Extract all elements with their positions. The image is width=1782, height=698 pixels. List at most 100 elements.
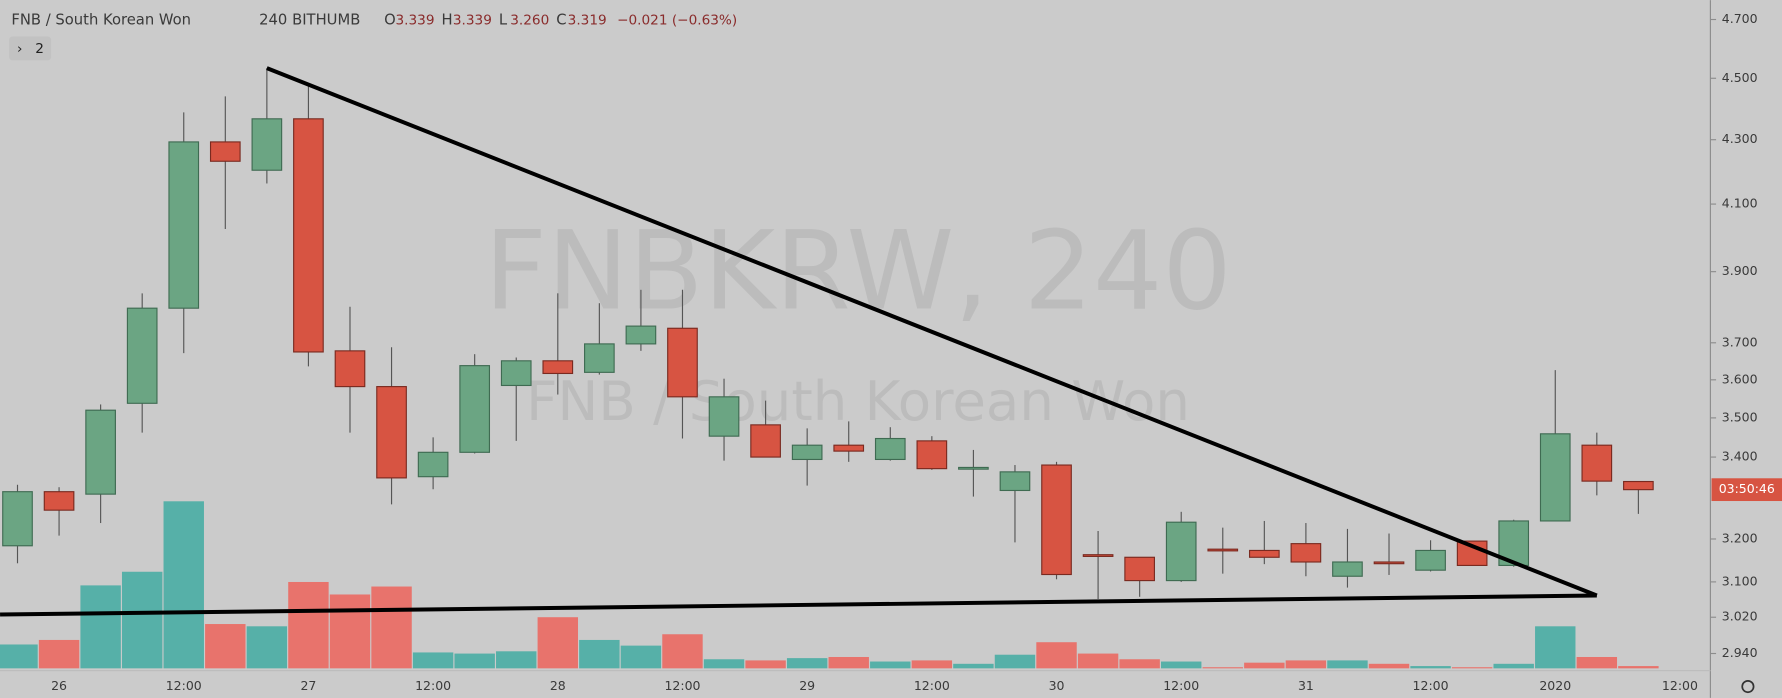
ohlc-value: 3.319 xyxy=(568,13,607,29)
settings-icon[interactable] xyxy=(1741,679,1755,694)
volume-bar xyxy=(828,656,869,669)
x-tick-label: 12:00 xyxy=(1662,678,1698,693)
ohlc-value: 3.339 xyxy=(395,13,434,29)
candles xyxy=(2,68,1654,600)
x-tick-label: 26 xyxy=(51,678,67,693)
change: −0.021 (−0.63%) xyxy=(617,13,737,29)
volume-bar xyxy=(745,660,786,669)
volume-bar xyxy=(371,586,412,669)
x-tick-label: 28 xyxy=(550,678,566,693)
volume-bar xyxy=(1202,667,1243,669)
volume-bar xyxy=(163,501,204,669)
candle-body xyxy=(251,118,283,171)
volume-bar xyxy=(0,644,38,669)
candle-body xyxy=(667,327,698,398)
y-tick-label: 4.300 xyxy=(1722,131,1758,146)
candle-body xyxy=(1041,464,1072,576)
candle-body xyxy=(874,437,906,461)
volume-bar xyxy=(537,617,579,669)
ohlc-label: O xyxy=(384,12,396,29)
candle-body xyxy=(584,343,615,373)
candle-body xyxy=(1332,561,1363,577)
volume-bar xyxy=(1327,660,1368,669)
candle-body xyxy=(916,440,948,470)
x-tick-label: 31 xyxy=(1298,678,1314,693)
ohlc-label: H xyxy=(442,12,453,29)
volume-bar xyxy=(620,645,662,669)
volume-bar xyxy=(994,654,1036,669)
candle-body xyxy=(542,360,574,375)
y-tick-label: 4.500 xyxy=(1722,70,1758,85)
candle-body xyxy=(833,444,865,452)
candle-body xyxy=(708,396,740,437)
x-tick-label: 12:00 xyxy=(1163,678,1199,693)
y-tick-label: 3.100 xyxy=(1722,573,1758,588)
gear xyxy=(1741,679,1755,694)
candle-body xyxy=(1581,444,1613,482)
volume-bar xyxy=(288,581,329,669)
x-tick-label: 27 xyxy=(300,678,316,693)
trendline xyxy=(0,593,1597,617)
volume-bar xyxy=(454,653,495,669)
candle-body xyxy=(958,466,989,470)
volume-bar xyxy=(911,660,953,669)
candle-body xyxy=(1623,480,1654,491)
y-tick-label: 3.600 xyxy=(1722,371,1758,386)
indicators-count: 2 xyxy=(35,41,44,57)
candle-body xyxy=(209,141,241,162)
volume-bar xyxy=(1160,661,1202,669)
x-tick-label: 12:00 xyxy=(1413,678,1449,693)
candle-body xyxy=(1373,561,1405,565)
countdown: 03:50:46 xyxy=(1719,481,1775,496)
exchange: BITHUMB xyxy=(292,12,360,29)
x-tick-label: 12:00 xyxy=(415,678,451,693)
volume-bar xyxy=(1618,666,1659,669)
volume-bar xyxy=(205,624,246,669)
volume-bar xyxy=(496,651,537,669)
volume-bar xyxy=(662,634,703,669)
volume-bar xyxy=(1451,667,1493,669)
candle-body xyxy=(459,365,491,453)
volume-bar xyxy=(953,663,994,669)
candle-body xyxy=(126,307,158,404)
candle-body xyxy=(1415,549,1446,571)
volume-bar xyxy=(870,661,911,669)
candle-body xyxy=(417,451,449,478)
candle-body xyxy=(1539,433,1571,522)
volume-bar xyxy=(1077,653,1119,669)
watermark-group: FNBKRW, 240 FNB / South Korean Won xyxy=(484,207,1232,433)
volume-bar xyxy=(80,585,121,669)
y-tick-label: 2.940 xyxy=(1722,645,1758,660)
volume-bar xyxy=(703,659,745,669)
volume-bar xyxy=(412,652,454,669)
x-tick-label: 12:00 xyxy=(166,678,202,693)
candle-body xyxy=(999,471,1031,492)
candle-body xyxy=(293,118,324,353)
y-tick-label: 3.700 xyxy=(1722,334,1758,349)
chevron: › xyxy=(17,41,22,57)
candle-body xyxy=(1248,549,1280,558)
x-tick-label: 12:00 xyxy=(914,678,950,693)
volume-bar xyxy=(38,639,80,669)
candle-body xyxy=(168,141,200,309)
candle-body xyxy=(85,409,116,495)
ohlc-value: 3.339 xyxy=(453,13,492,29)
candle-body xyxy=(500,360,532,387)
volume-bar xyxy=(1493,663,1534,669)
volume-bar xyxy=(1244,662,1285,669)
x-tick-label: 2020 xyxy=(1539,678,1571,693)
candle-body xyxy=(376,386,407,479)
volume-layer xyxy=(0,501,1659,669)
trendline xyxy=(266,66,1598,598)
candle-body xyxy=(1498,520,1530,567)
volume-bar xyxy=(1285,660,1327,669)
volume-bar xyxy=(1119,659,1160,669)
watermark: FNBKRW, 240 xyxy=(484,207,1232,334)
ohlc-label: L xyxy=(499,12,508,29)
volume-bar xyxy=(579,639,620,669)
candle-body xyxy=(43,491,75,511)
indicators-toggle[interactable] xyxy=(9,36,52,61)
candle-body xyxy=(1082,554,1114,557)
